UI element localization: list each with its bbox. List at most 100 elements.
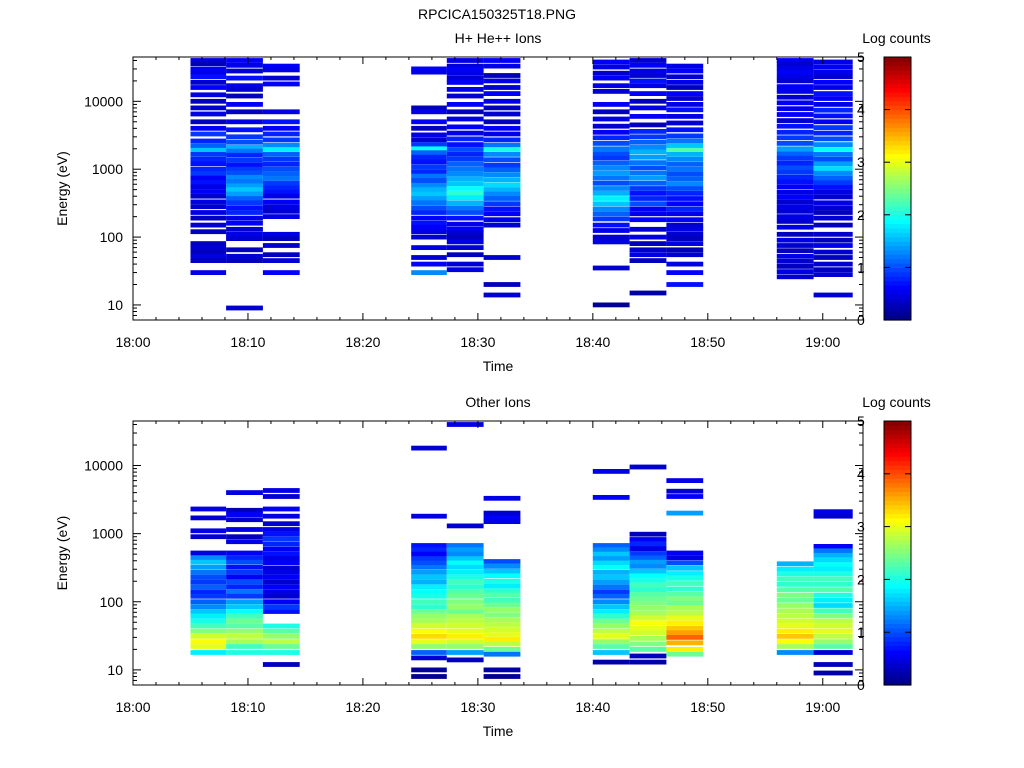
spectrogram-cell bbox=[190, 258, 227, 263]
spectrogram-cell bbox=[666, 640, 704, 646]
spectrogram-cell bbox=[190, 245, 227, 250]
spectrogram-cell bbox=[629, 551, 667, 556]
spectrogram-cell bbox=[813, 267, 853, 273]
spectrogram-cell bbox=[411, 639, 447, 644]
colorbar-step bbox=[884, 162, 911, 168]
spectrogram-cell bbox=[411, 543, 447, 548]
spectrogram-cell bbox=[190, 564, 227, 570]
spectrogram-cell bbox=[411, 200, 447, 206]
colorbar-step bbox=[884, 504, 911, 510]
spectrogram-cell bbox=[446, 58, 484, 63]
spectrogram-cell bbox=[190, 628, 227, 634]
spectrogram-cell bbox=[411, 574, 447, 580]
spectrogram-cell bbox=[411, 66, 447, 72]
spectrogram-cell bbox=[592, 239, 630, 245]
spectrogram-cell bbox=[226, 93, 263, 99]
spectrogram-cell bbox=[411, 159, 447, 165]
spectrogram-cell bbox=[776, 208, 814, 214]
colorbar-step bbox=[884, 566, 911, 572]
spectrogram-cell bbox=[629, 537, 667, 542]
spectrogram-cell bbox=[813, 587, 853, 593]
spectrogram-cell bbox=[592, 160, 630, 166]
spectrogram-cell bbox=[483, 641, 521, 647]
spectrogram-cell bbox=[629, 175, 667, 181]
spectrogram-cell bbox=[813, 628, 853, 634]
spectrogram-cell bbox=[446, 152, 484, 157]
colorbar-step bbox=[884, 614, 911, 620]
spectrogram-cell bbox=[226, 191, 263, 197]
spectrogram-cell bbox=[813, 64, 853, 70]
x-tick-label: 18:10 bbox=[230, 334, 265, 350]
spectrogram-cell bbox=[190, 61, 227, 66]
spectrogram-cell bbox=[190, 650, 227, 655]
spectrogram-cell bbox=[592, 265, 630, 271]
colorbar-step bbox=[884, 557, 911, 563]
spectrogram-cell bbox=[629, 154, 667, 160]
spectrogram-cell bbox=[592, 593, 630, 599]
spectrogram-cell bbox=[813, 189, 853, 195]
spectrogram-cell bbox=[483, 622, 521, 628]
spectrogram-cell bbox=[776, 258, 814, 264]
spectrogram-cell bbox=[776, 224, 814, 230]
spectrogram-cell bbox=[592, 589, 630, 595]
colorbar-step bbox=[884, 654, 911, 660]
spectrogram-cell bbox=[226, 196, 263, 201]
spectrogram-cell bbox=[446, 657, 484, 663]
spectrogram-cell bbox=[776, 576, 814, 582]
spectrogram-cell bbox=[776, 623, 814, 629]
spectrogram-cell bbox=[592, 547, 630, 553]
spectrogram-cell bbox=[446, 93, 484, 99]
spectrogram-cell bbox=[262, 208, 300, 214]
spectrogram-cell bbox=[411, 614, 447, 619]
colorbar-step bbox=[884, 92, 911, 98]
spectrogram-cells bbox=[190, 58, 853, 311]
spectrogram-cell bbox=[411, 215, 447, 221]
spectrogram-cell bbox=[483, 58, 521, 63]
spectrogram-cell bbox=[592, 116, 630, 122]
spectrogram-cell bbox=[483, 78, 521, 84]
spectrogram-cell bbox=[446, 609, 484, 614]
colorbar-step bbox=[884, 623, 911, 629]
spectrogram-cell bbox=[411, 589, 447, 595]
colorbar-step bbox=[884, 671, 911, 677]
colorbar-step bbox=[884, 179, 911, 185]
colorbar-step bbox=[884, 548, 911, 554]
spectrogram-cell bbox=[226, 68, 263, 74]
spectrogram-cell bbox=[483, 105, 521, 111]
spectrogram-cell bbox=[592, 570, 630, 575]
spectrogram-cell bbox=[411, 229, 447, 235]
colorbar-step bbox=[884, 153, 911, 159]
colorbar-step bbox=[884, 473, 911, 479]
y-tick-label: 10000 bbox=[84, 458, 123, 474]
spectrogram-cell bbox=[411, 623, 447, 629]
spectrogram-cell bbox=[666, 85, 704, 90]
spectrogram-cell bbox=[262, 513, 300, 519]
spectrogram-cell bbox=[411, 132, 447, 138]
spectrogram-cell bbox=[629, 600, 667, 606]
spectrogram-cell bbox=[666, 206, 704, 212]
spectrogram-cell bbox=[776, 74, 814, 80]
spectrogram-cell bbox=[776, 628, 814, 634]
spectrogram-cell bbox=[592, 543, 630, 548]
spectrogram-cell bbox=[262, 536, 300, 542]
spectrogram-cell bbox=[629, 78, 667, 84]
spectrogram-cell bbox=[446, 618, 484, 624]
spectrogram-cell bbox=[446, 171, 484, 177]
spectrogram-cell bbox=[226, 258, 263, 263]
spectrogram-cell bbox=[592, 579, 630, 585]
spectrogram-cell bbox=[226, 87, 263, 92]
spectrogram-cell bbox=[190, 589, 227, 595]
spectrogram-cell bbox=[483, 607, 521, 613]
y-tick-label: 1000 bbox=[92, 161, 123, 177]
spectrogram-cell bbox=[776, 94, 814, 100]
spectrogram-cell bbox=[629, 587, 667, 593]
spectrogram-cell bbox=[411, 154, 447, 160]
spectrogram-cell bbox=[813, 180, 853, 186]
spectrogram-cell bbox=[592, 644, 630, 649]
spectrogram-cell bbox=[592, 175, 630, 181]
spectrogram-cell bbox=[592, 146, 630, 152]
spectrogram-cell bbox=[813, 74, 853, 80]
spectrogram-cell bbox=[411, 169, 447, 175]
spectrogram-cell bbox=[190, 515, 227, 521]
spectrogram-cell bbox=[592, 155, 630, 161]
